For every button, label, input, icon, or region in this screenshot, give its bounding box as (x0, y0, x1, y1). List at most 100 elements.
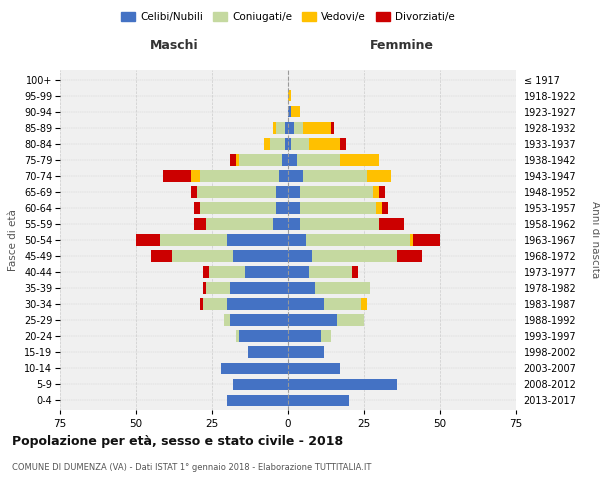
Bar (288, 266, 309, 278)
Bar (288, 90, 291, 102)
Bar (300, 186, 373, 198)
Bar (270, 138, 285, 149)
Bar (313, 250, 397, 262)
Bar (303, 122, 331, 134)
Y-axis label: Fasce di età: Fasce di età (8, 209, 19, 271)
Bar (340, 154, 379, 166)
Bar (227, 298, 288, 310)
Bar (279, 170, 288, 181)
Bar (352, 266, 358, 278)
Bar (303, 170, 367, 181)
Bar (361, 298, 367, 310)
Text: Popolazione per età, sesso e stato civile - 2018: Popolazione per età, sesso e stato civil… (12, 435, 343, 448)
Bar (239, 154, 282, 166)
Bar (273, 218, 288, 230)
Bar (382, 202, 388, 213)
Bar (379, 186, 385, 198)
Y-axis label: Anni di nascita: Anni di nascita (590, 202, 600, 278)
Bar (288, 282, 316, 294)
Bar (297, 154, 340, 166)
Bar (288, 330, 322, 342)
Bar (309, 138, 340, 149)
Bar (288, 202, 300, 213)
Bar (172, 250, 233, 262)
Bar (206, 282, 230, 294)
Bar (379, 218, 404, 230)
Bar (397, 250, 422, 262)
Bar (291, 106, 300, 118)
Bar (367, 170, 391, 181)
Bar (200, 170, 279, 181)
Bar (322, 330, 331, 342)
Text: Maschi: Maschi (149, 40, 199, 52)
Bar (316, 282, 370, 294)
Bar (288, 138, 291, 149)
Bar (233, 378, 288, 390)
Bar (288, 154, 297, 166)
Bar (233, 250, 288, 262)
Text: COMUNE DI DUMENZA (VA) - Dati ISTAT 1° gennaio 2018 - Elaborazione TUTTITALIA.IT: COMUNE DI DUMENZA (VA) - Dati ISTAT 1° g… (12, 462, 371, 471)
Bar (200, 298, 203, 310)
Bar (288, 394, 349, 406)
Text: Femmine: Femmine (370, 40, 434, 52)
Bar (245, 266, 288, 278)
Bar (282, 154, 288, 166)
Bar (224, 314, 230, 326)
Bar (300, 218, 379, 230)
Bar (236, 154, 239, 166)
Bar (230, 314, 288, 326)
Bar (288, 122, 294, 134)
Bar (191, 170, 200, 181)
Bar (151, 250, 172, 262)
Bar (203, 266, 209, 278)
Bar (288, 170, 303, 181)
Bar (325, 298, 361, 310)
Bar (410, 234, 413, 246)
Bar (230, 154, 236, 166)
Bar (309, 266, 352, 278)
Bar (236, 330, 239, 342)
Bar (160, 234, 227, 246)
Bar (203, 298, 227, 310)
Bar (273, 122, 276, 134)
Bar (373, 186, 379, 198)
Bar (276, 186, 288, 198)
Bar (276, 202, 288, 213)
Bar (288, 346, 325, 358)
Legend: Celibi/Nubili, Coniugati/e, Vedovi/e, Divorziati/e: Celibi/Nubili, Coniugati/e, Vedovi/e, Di… (117, 8, 459, 26)
Bar (227, 394, 288, 406)
Bar (191, 186, 197, 198)
Bar (230, 282, 288, 294)
Bar (221, 362, 288, 374)
Bar (136, 234, 160, 246)
Bar (276, 122, 285, 134)
Bar (288, 314, 337, 326)
Bar (288, 378, 397, 390)
Bar (206, 218, 273, 230)
Bar (200, 202, 276, 213)
Bar (376, 202, 382, 213)
Bar (294, 122, 303, 134)
Bar (288, 186, 300, 198)
Bar (239, 330, 288, 342)
Bar (300, 202, 376, 213)
Bar (285, 122, 288, 134)
Bar (194, 202, 200, 213)
Bar (163, 170, 191, 181)
Bar (413, 234, 440, 246)
Bar (306, 234, 410, 246)
Bar (340, 138, 346, 149)
Bar (291, 138, 309, 149)
Bar (288, 106, 291, 118)
Bar (288, 218, 300, 230)
Bar (227, 234, 288, 246)
Bar (288, 250, 313, 262)
Bar (337, 314, 364, 326)
Bar (263, 138, 270, 149)
Bar (203, 282, 206, 294)
Bar (197, 186, 276, 198)
Bar (288, 298, 325, 310)
Bar (285, 138, 288, 149)
Bar (288, 362, 340, 374)
Bar (194, 218, 206, 230)
